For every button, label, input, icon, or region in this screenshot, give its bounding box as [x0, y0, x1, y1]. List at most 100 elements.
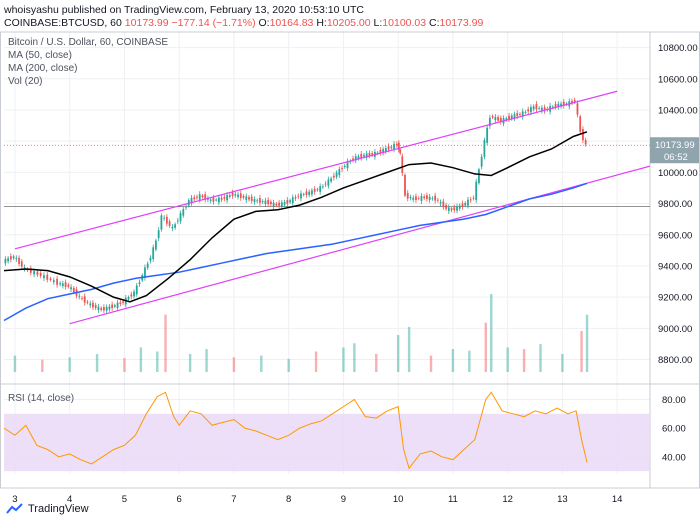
candle-body	[571, 100, 573, 103]
rsi-tick-label: 60.00	[662, 424, 686, 435]
candle-body	[530, 107, 532, 113]
candle-body	[582, 129, 584, 141]
time-axis: 3 4 5 6 7 8 9 10 11 12 13 14	[12, 494, 622, 505]
candle-body	[472, 197, 475, 199]
price-axis: 8800.00 9000.00 9200.00 9400.00 9600.00 9800.…	[658, 43, 698, 366]
volume-legend[interactable]: Vol (20)	[8, 76, 43, 87]
volume-bar	[139, 347, 143, 372]
volume-bar	[490, 294, 493, 372]
candle-body	[56, 278, 59, 285]
candle-body	[316, 189, 319, 191]
candle-body	[278, 202, 280, 206]
candle-body	[182, 209, 185, 216]
candle-body	[168, 221, 171, 226]
candle-body	[215, 199, 218, 201]
candle-body	[201, 195, 204, 198]
candle-body	[133, 291, 135, 297]
candle-body	[420, 196, 423, 201]
candle-body	[538, 107, 541, 109]
last-price-box	[650, 137, 699, 164]
candle-body	[450, 208, 453, 211]
high-label: H:	[316, 17, 327, 29]
candle-body	[557, 103, 560, 108]
candle-body	[439, 202, 442, 204]
price-tick-label: 8800.00	[658, 355, 692, 366]
candle-body	[423, 196, 426, 199]
candle-body	[532, 106, 535, 110]
candle-body	[67, 284, 70, 287]
candle-body	[231, 192, 234, 196]
candle-body	[245, 196, 248, 201]
candle-body	[259, 198, 261, 203]
brand-name: TradingView	[28, 503, 89, 515]
ohlc-line: COINBASE:BTCUSD, 60 10173.99 −177.14 (−1…	[4, 17, 483, 29]
candle-body	[368, 152, 371, 156]
volume-bar	[468, 350, 471, 372]
candle-body	[535, 104, 538, 110]
last-price-value: 10173.99	[655, 140, 695, 151]
ma50-line	[3, 131, 588, 303]
ma200-legend[interactable]: MA (200, close)	[8, 63, 78, 74]
candle-body	[428, 196, 431, 201]
candle-body	[256, 200, 259, 202]
time-tick-label: 3	[12, 494, 17, 505]
price-tick-label: 9600.00	[658, 230, 692, 241]
candle-body	[239, 193, 242, 199]
candle-body	[49, 278, 52, 280]
volume-bar	[396, 335, 400, 372]
candle-body	[478, 169, 480, 184]
volume-bar	[13, 355, 17, 372]
candle-body	[467, 199, 469, 206]
candle-body	[196, 196, 198, 198]
candle-body	[302, 194, 305, 196]
candle-body	[12, 256, 15, 259]
ma50-legend[interactable]: MA (50, close)	[8, 50, 72, 61]
ma200-line	[3, 182, 588, 322]
candle-body	[237, 194, 239, 197]
candle-body	[346, 161, 349, 169]
price-change: −177.14 (−1.71%)	[171, 17, 256, 29]
candle-body	[354, 156, 357, 161]
candle-body	[543, 107, 546, 112]
candle-body	[395, 143, 398, 146]
tradingview-logo[interactable]: TradingView	[6, 503, 89, 515]
candle-body	[442, 201, 445, 208]
candle-body	[20, 261, 23, 267]
candle-body	[554, 103, 557, 107]
candle-body	[360, 153, 363, 158]
candle-body	[280, 202, 283, 207]
candle-body	[46, 274, 49, 280]
candle-body	[338, 169, 341, 176]
candle-body	[291, 197, 294, 204]
time-tick-label: 14	[612, 494, 623, 505]
candle-body	[294, 197, 297, 199]
volume-bar	[506, 347, 509, 372]
candle-body	[97, 306, 100, 311]
candle-body	[157, 230, 160, 239]
candle-body	[61, 283, 64, 286]
rsi-tick-label: 40.00	[662, 452, 686, 463]
volume-bars	[13, 294, 589, 372]
candle-body	[92, 302, 94, 308]
channel-upper-line	[14, 90, 618, 250]
candle-body	[39, 272, 42, 277]
rsi-legend[interactable]: RSI (14, close)	[8, 393, 75, 404]
candle-body	[122, 301, 124, 303]
candle-body	[286, 200, 289, 204]
price-tick-label: 9400.00	[658, 261, 692, 272]
time-tick-label: 4	[67, 494, 72, 505]
candle-body	[573, 100, 576, 102]
candle-body	[18, 257, 20, 264]
candle-body	[343, 165, 346, 167]
candle-body	[228, 195, 231, 197]
candle-body	[116, 302, 119, 308]
volume-bar	[232, 357, 236, 372]
candle-body	[458, 205, 461, 209]
candle-body	[269, 201, 272, 205]
candle-body	[209, 199, 212, 201]
candle-body	[297, 195, 300, 197]
candle-body	[275, 203, 278, 206]
candle-body	[15, 258, 18, 260]
candle-body	[486, 127, 489, 143]
